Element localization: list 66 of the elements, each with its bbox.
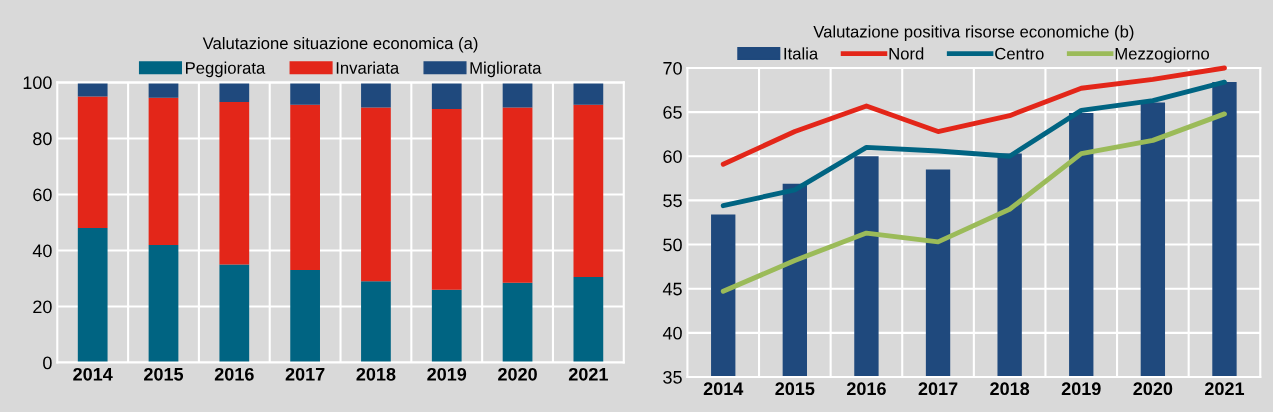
bar — [290, 104, 320, 271]
legend-label: Peggiorata — [186, 61, 266, 78]
y-tick-label: 70 — [663, 61, 682, 75]
y-tick-label: 40 — [662, 326, 682, 340]
y-tick-label: 60 — [33, 188, 52, 202]
bar — [431, 289, 462, 363]
bar — [148, 97, 179, 245]
y-tick-label: 65 — [663, 106, 682, 119]
x-tick-label: 2015 — [775, 382, 815, 396]
x-tick-label: 2021 — [1205, 382, 1245, 396]
y-tick-label: 45 — [662, 282, 682, 296]
bar — [502, 107, 533, 283]
chart-title: Valutazione positiva risorse economiche (b) — [813, 25, 1134, 41]
y-tick-label: 40 — [32, 244, 52, 258]
bar — [573, 104, 604, 278]
bar — [148, 244, 179, 363]
bar — [219, 264, 250, 363]
x-tick-label: 2019 — [1061, 382, 1101, 396]
bar — [502, 282, 533, 363]
x-tick-label: 2021 — [568, 367, 608, 381]
legend-label: Migliorata — [470, 61, 542, 78]
bar — [502, 82, 533, 108]
x-tick-label: 2017 — [285, 367, 325, 381]
x-tick-label: 2018 — [356, 367, 396, 381]
x-tick-label: 2018 — [990, 382, 1030, 396]
chart-title: Valutazione situazione economica (a) — [202, 36, 478, 53]
x-tick-label: 2014 — [703, 382, 744, 396]
bar — [431, 109, 462, 290]
y-tick-label: 0 — [43, 356, 52, 370]
y-tick-label: 20 — [33, 300, 52, 314]
bar — [361, 281, 391, 363]
bar — [219, 102, 250, 265]
y-tick-label: 60 — [663, 150, 682, 163]
bar — [148, 82, 179, 98]
legend-label: Centro — [995, 47, 1044, 60]
bar — [77, 96, 108, 229]
bar — [573, 82, 604, 105]
legend-label: Italia — [784, 47, 819, 60]
bar — [431, 82, 462, 110]
bar — [361, 82, 391, 108]
x-tick-label: 2020 — [1133, 382, 1173, 396]
y-tick-label: 100 — [23, 76, 52, 90]
bar — [361, 107, 391, 282]
legend-label: Invariata — [336, 61, 400, 74]
bar — [77, 82, 108, 97]
legend-label: Nord — [889, 47, 924, 60]
x-tick-label: 2017 — [918, 382, 958, 396]
bar — [573, 277, 604, 363]
bar — [77, 228, 108, 363]
bar — [219, 82, 250, 103]
x-tick-label: 2020 — [498, 367, 537, 381]
x-tick-label: 2015 — [144, 367, 184, 381]
x-tick-label: 2014 — [73, 367, 113, 381]
y-tick-label: 35 — [663, 370, 682, 384]
bar — [290, 270, 320, 363]
y-tick-label: 50 — [663, 238, 682, 252]
line-series — [720, 65, 1227, 167]
line-series — [720, 79, 1227, 209]
legend-label: Mezzogiorno — [1115, 47, 1210, 63]
x-tick-label: 2019 — [427, 367, 467, 381]
y-tick-label: 80 — [33, 132, 52, 146]
line-series — [720, 111, 1227, 294]
y-tick-label: 55 — [663, 194, 682, 208]
x-tick-label: 2016 — [846, 382, 886, 396]
x-tick-label: 2016 — [214, 367, 254, 381]
bar — [290, 82, 320, 105]
